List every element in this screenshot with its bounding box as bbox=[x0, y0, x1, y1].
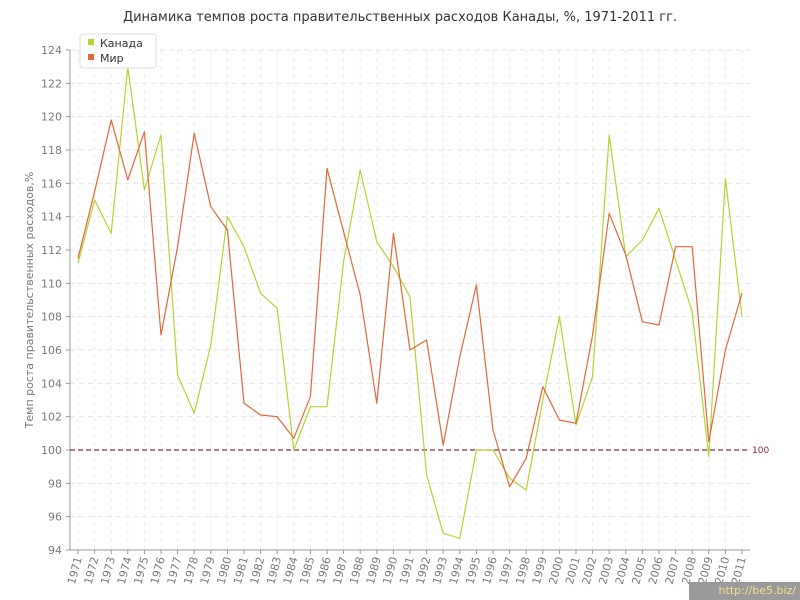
y-tick-label: 110 bbox=[41, 277, 62, 290]
y-tick-label: 112 bbox=[41, 244, 62, 257]
axes bbox=[66, 49, 750, 554]
y-tick-label: 108 bbox=[41, 311, 62, 324]
legend-swatch-canada bbox=[88, 39, 94, 45]
y-axis-title: Темп роста правительственных расходов,% bbox=[23, 172, 36, 430]
legend-label-world: Мир bbox=[100, 52, 124, 65]
y-tick-label: 94 bbox=[48, 544, 62, 557]
y-tick-label: 102 bbox=[41, 411, 62, 424]
series-group bbox=[77, 66, 743, 539]
chart-title: Динамика темпов роста правительственных … bbox=[122, 10, 678, 25]
y-tick-label: 96 bbox=[48, 511, 62, 524]
y-tick-label: 106 bbox=[41, 344, 62, 357]
legend-label-canada: Канада bbox=[100, 37, 143, 50]
reference-line-label: 100 bbox=[752, 446, 769, 456]
reference-line-group: 100 bbox=[70, 446, 769, 456]
x-tick-labels: 1971197219731974197519761977197819791980… bbox=[65, 555, 749, 585]
y-tick-label: 116 bbox=[41, 177, 62, 190]
legend-swatch-world bbox=[88, 54, 94, 60]
y-tick-label: 120 bbox=[41, 111, 62, 124]
y-tick-label: 100 bbox=[41, 444, 62, 457]
grid bbox=[70, 49, 750, 550]
series-line-world bbox=[77, 119, 743, 488]
series-line-canada bbox=[77, 66, 743, 539]
y-tick-label: 114 bbox=[41, 211, 62, 224]
watermark-link[interactable]: http://be5.biz/ bbox=[688, 582, 800, 600]
legend[interactable]: Канада Мир bbox=[79, 33, 157, 69]
y-tick-label: 124 bbox=[41, 44, 62, 57]
y-tick-labels: 94 96 98 100 102 104 106 108 110 112 114 116 118 120 1… bbox=[41, 44, 62, 557]
y-tick-label: 122 bbox=[41, 77, 62, 90]
y-tick-label: 118 bbox=[41, 144, 62, 157]
y-tick-label: 104 bbox=[41, 377, 62, 390]
legend-box bbox=[79, 33, 157, 69]
y-tick-label: 98 bbox=[48, 477, 62, 490]
